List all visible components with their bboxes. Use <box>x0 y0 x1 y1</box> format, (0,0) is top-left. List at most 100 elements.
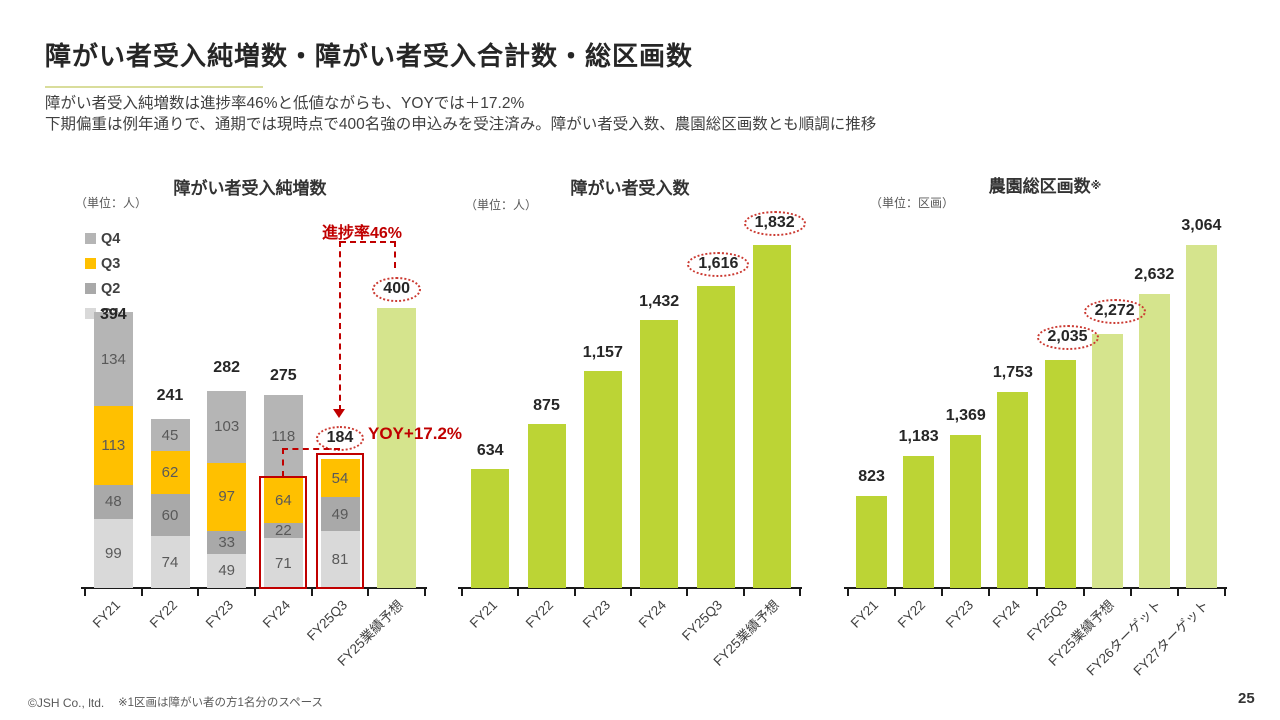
bar-FY25業績予想 <box>752 245 791 588</box>
bar-segment-FY25Q3-q1: 81 <box>320 531 360 588</box>
segment-value: 99 <box>104 544 122 562</box>
chart-farm-plots-unit: （単位：区画） <box>870 196 955 210</box>
bar-FY25Q3 <box>696 285 735 588</box>
bar-segment-FY22-q2: 60 <box>150 494 190 537</box>
bar-segment-FY24-q3: 64 <box>263 478 303 523</box>
x-axis-label-FY22: FY22 <box>895 597 929 631</box>
value-label-FY22: 875 <box>518 397 574 415</box>
axis-tick <box>799 588 801 596</box>
bar-FY22 <box>903 455 935 588</box>
segment-value: 64 <box>274 491 292 509</box>
value-label-FY24: 275 <box>255 367 312 385</box>
highlight-box-fy24 <box>259 476 307 589</box>
value-text-FY21: 823 <box>858 467 885 485</box>
segment-value: 49 <box>218 562 235 580</box>
chart-acceptance-total-unit: （単位：人） <box>465 198 538 212</box>
segment-value: 54 <box>331 469 349 487</box>
bar-FY24 <box>640 319 679 588</box>
segment-value: 45 <box>161 426 179 444</box>
x-axis-label-FY25Q3: FY25Q3 <box>1023 597 1070 644</box>
legend-label-q2: Q2 <box>101 280 121 297</box>
segment-value: 60 <box>161 506 179 524</box>
axis-tick <box>1082 588 1085 596</box>
value-text-FY21: 634 <box>476 442 504 460</box>
axis-tick <box>424 588 426 596</box>
value-label-FY22: 1,183 <box>895 428 942 446</box>
subtitle-line-2: 下期偏重は例年通りで、通期では現時点で400名強の申込みを受注済み。障がい者受入… <box>45 116 877 133</box>
chart-farm-plots-title-asterisk: ※ <box>1090 180 1102 192</box>
segment-value: 49 <box>331 505 349 523</box>
segment-value: 113 <box>101 437 126 455</box>
axis-tick <box>573 588 576 596</box>
bar-FY22 <box>527 424 566 588</box>
bar-FY26ターゲット <box>1138 293 1170 588</box>
chart-net-increase: 障がい者受入純増数 （単位：人） Q4Q3Q2Q1 9948113134394F… <box>60 172 440 712</box>
axis-tick <box>461 588 463 596</box>
value-label-FY25Q3: 1,616 <box>687 251 750 277</box>
value-text-FY25業績予想: 1,832 <box>743 211 806 237</box>
segment-value: 81 <box>331 551 349 569</box>
plot-net-increase: 99 48 113 134 394 FY21 74 60 62 45 241 FY22 49 33 97 10… <box>81 268 427 669</box>
value-text-FY25Q3: 184 <box>315 426 365 452</box>
bar-segment-FY25Q3-q2: 49 <box>320 497 360 532</box>
value-text-FY25Q3: 2,035 <box>1036 325 1099 351</box>
forecast-bar-FY25業績予想 <box>377 307 417 588</box>
axis-tick <box>140 588 143 596</box>
value-label-FY25業績予想: 400 <box>368 276 425 302</box>
plot-farm-plots: 823 FY21 1,183 FY22 1,369 FY23 1,753 FY24 2,035 F… <box>844 217 1227 678</box>
dashed-line-to-400 <box>394 241 396 268</box>
bar-segment-FY25Q3-q3: 54 <box>320 459 360 497</box>
bar-segment-FY24-q2: 22 <box>263 522 303 539</box>
value-label-FY21: 394 <box>85 306 142 324</box>
segment-value: 103 <box>214 418 240 436</box>
value-text-FY24: 1,753 <box>992 363 1033 381</box>
value-text-FY25Q3: 1,616 <box>687 251 750 277</box>
bar-segment-FY23-q4: 103 <box>207 390 247 463</box>
axis-tick <box>988 588 991 596</box>
x-axis-label-FY23: FY23 <box>579 597 613 631</box>
bar-FY25Q3 <box>1044 360 1076 588</box>
segment-value: 74 <box>161 553 179 571</box>
segment-value: 62 <box>161 463 179 481</box>
legend-label-q3: Q3 <box>101 255 121 272</box>
chart-net-increase-unit: （単位：人） <box>75 196 148 210</box>
legend-item-q3: Q3 <box>85 251 120 276</box>
page-number: 25 <box>1238 690 1255 707</box>
segment-value: 134 <box>100 350 126 368</box>
highlight-box-fy25q3 <box>316 453 364 589</box>
bar-segment-FY21-q3: 113 <box>93 405 133 486</box>
x-axis-label-FY24: FY24 <box>259 597 294 631</box>
axis-tick <box>941 588 944 596</box>
x-axis-label-FY23: FY23 <box>203 597 237 631</box>
bar-FY23 <box>950 434 982 588</box>
copyright: ©JSH Co., ltd. <box>28 696 105 710</box>
chart-acceptance-total: 障がい者受入数 （単位：人） 634 FY21 875 FY22 1,157 FY23 1,… <box>455 172 806 712</box>
title-underline <box>45 86 263 88</box>
chart-acceptance-total-title-text: 障がい者受入数 <box>570 179 690 198</box>
footnote: ※1区画は障がい者の方1名分のスペース <box>118 697 324 709</box>
x-axis-label-FY24: FY24 <box>989 597 1023 631</box>
x-axis <box>81 586 427 589</box>
x-axis-label-FY24: FY24 <box>635 597 670 631</box>
legend-swatch-q4 <box>85 233 96 244</box>
x-axis-label-FY21: FY21 <box>89 597 124 631</box>
yoy-annotation: YOY+17.2% <box>368 424 463 443</box>
subtitle-line-1: 障がい者受入純増数は進捗率46%と低値ながらも、YOYでは＋17.2% <box>45 95 525 112</box>
subtitle: 障がい者受入純増数は進捗率46%と低値ながらも、YOYでは＋17.2% 下期偏重… <box>45 93 876 135</box>
bar-FY25業績予想 <box>1091 333 1123 588</box>
segment-value: 71 <box>274 554 292 572</box>
x-axis-label-FY25Q3: FY25Q3 <box>679 597 726 644</box>
value-text-FY24: 275 <box>269 367 297 385</box>
bar-segment-FY23-q1: 49 <box>207 553 247 588</box>
axis-tick <box>847 588 849 596</box>
x-axis <box>458 586 802 589</box>
dashed-arrow-line-to-184 <box>339 241 341 411</box>
legend-swatch-q3 <box>85 258 96 269</box>
value-text-FY23: 282 <box>213 358 240 376</box>
chart-farm-plots-title-text: 農園総区画数 <box>988 177 1091 196</box>
value-label-FY24: 1,753 <box>989 364 1036 382</box>
x-axis-label-FY22: FY22 <box>522 597 557 631</box>
bar-segment-FY22-q3: 62 <box>150 450 190 495</box>
value-label-FY21: 634 <box>462 442 518 460</box>
value-label-FY25業績予想: 1,832 <box>743 211 806 237</box>
